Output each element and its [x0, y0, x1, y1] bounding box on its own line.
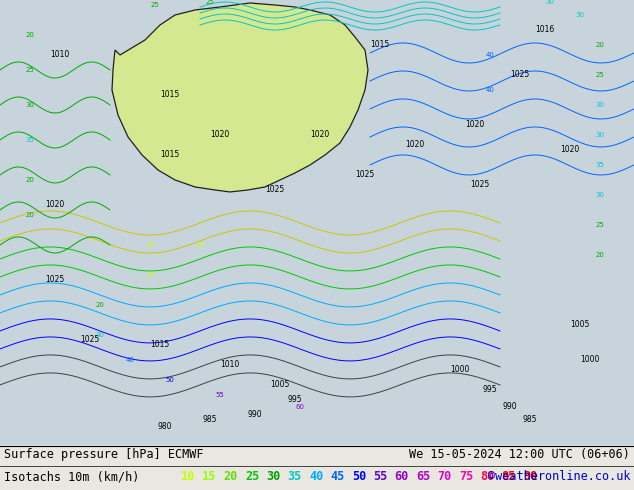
Text: 60: 60 [295, 404, 304, 410]
Text: 20: 20 [595, 42, 604, 48]
Text: 50: 50 [165, 377, 174, 383]
Text: 30: 30 [545, 0, 555, 5]
Text: 1025: 1025 [266, 186, 285, 195]
Text: 985: 985 [523, 416, 537, 424]
Text: 10: 10 [195, 242, 205, 248]
Text: 25: 25 [151, 2, 159, 8]
Text: 70: 70 [437, 470, 451, 484]
Text: 50: 50 [352, 470, 366, 484]
Text: Surface pressure [hPa] ECMWF: Surface pressure [hPa] ECMWF [4, 448, 204, 462]
Text: 25: 25 [25, 67, 34, 73]
Text: 30: 30 [266, 470, 281, 484]
Text: 1010: 1010 [221, 361, 240, 369]
Text: 20: 20 [25, 177, 34, 183]
Text: 990: 990 [503, 402, 517, 412]
Text: 1020: 1020 [46, 200, 65, 209]
Text: 1000: 1000 [450, 366, 470, 374]
Text: 40: 40 [486, 87, 495, 93]
Text: 25: 25 [245, 470, 259, 484]
Text: 40: 40 [126, 357, 134, 363]
Text: 995: 995 [288, 395, 302, 404]
Text: 30: 30 [595, 192, 604, 198]
Text: 990: 990 [248, 411, 262, 419]
Text: 1025: 1025 [510, 71, 529, 79]
Text: 1025: 1025 [356, 171, 375, 179]
Text: 35: 35 [288, 470, 302, 484]
Text: 1025: 1025 [470, 180, 489, 190]
Text: 995: 995 [482, 386, 497, 394]
Text: We 15-05-2024 12:00 UTC (06+06): We 15-05-2024 12:00 UTC (06+06) [409, 448, 630, 462]
Text: 35: 35 [25, 137, 34, 143]
Text: 25: 25 [595, 222, 604, 228]
Text: 55: 55 [216, 392, 224, 398]
Text: Isotachs 10m (km/h): Isotachs 10m (km/h) [4, 470, 139, 484]
Text: 65: 65 [416, 470, 430, 484]
Text: 30: 30 [96, 332, 105, 338]
Text: 85: 85 [501, 470, 515, 484]
Text: 1015: 1015 [160, 91, 179, 99]
Text: ©weatheronline.co.uk: ©weatheronline.co.uk [488, 470, 630, 484]
Text: 10: 10 [145, 242, 155, 248]
Text: 1020: 1020 [465, 121, 484, 129]
Text: 20: 20 [96, 302, 105, 308]
Text: 1016: 1016 [535, 25, 555, 34]
Text: 1025: 1025 [46, 275, 65, 285]
Polygon shape [112, 3, 368, 192]
Text: 1015: 1015 [150, 341, 170, 349]
Text: 25: 25 [205, 0, 214, 5]
Text: 1005: 1005 [270, 380, 290, 390]
Text: 20: 20 [25, 212, 34, 218]
Text: 25: 25 [595, 72, 604, 78]
Text: 1025: 1025 [81, 336, 100, 344]
Text: 980: 980 [158, 422, 172, 431]
Text: 10: 10 [181, 470, 195, 484]
Text: 90: 90 [523, 470, 537, 484]
Text: 985: 985 [203, 416, 217, 424]
Text: 20: 20 [25, 32, 34, 38]
Text: 30: 30 [576, 12, 585, 18]
Text: 15: 15 [202, 470, 216, 484]
Text: 35: 35 [595, 162, 604, 168]
Text: 1005: 1005 [571, 320, 590, 329]
Text: 1000: 1000 [580, 355, 600, 365]
Text: 60: 60 [394, 470, 409, 484]
Text: 1015: 1015 [160, 150, 179, 159]
Text: 1020: 1020 [405, 141, 425, 149]
Text: 80: 80 [480, 470, 495, 484]
Text: 1010: 1010 [50, 50, 70, 59]
Text: 1020: 1020 [210, 130, 230, 140]
Text: 1020: 1020 [311, 130, 330, 140]
Text: 45: 45 [330, 470, 345, 484]
Text: 20: 20 [224, 470, 238, 484]
Text: 30: 30 [25, 102, 34, 108]
Text: 20: 20 [595, 252, 604, 258]
Text: 1015: 1015 [370, 41, 390, 49]
Text: 55: 55 [373, 470, 387, 484]
Text: 75: 75 [459, 470, 473, 484]
Text: 30: 30 [595, 132, 604, 138]
Text: 40: 40 [309, 470, 323, 484]
Text: 1020: 1020 [560, 146, 579, 154]
Text: 30: 30 [595, 102, 604, 108]
Text: 40: 40 [486, 52, 495, 58]
Text: 10: 10 [145, 272, 155, 278]
